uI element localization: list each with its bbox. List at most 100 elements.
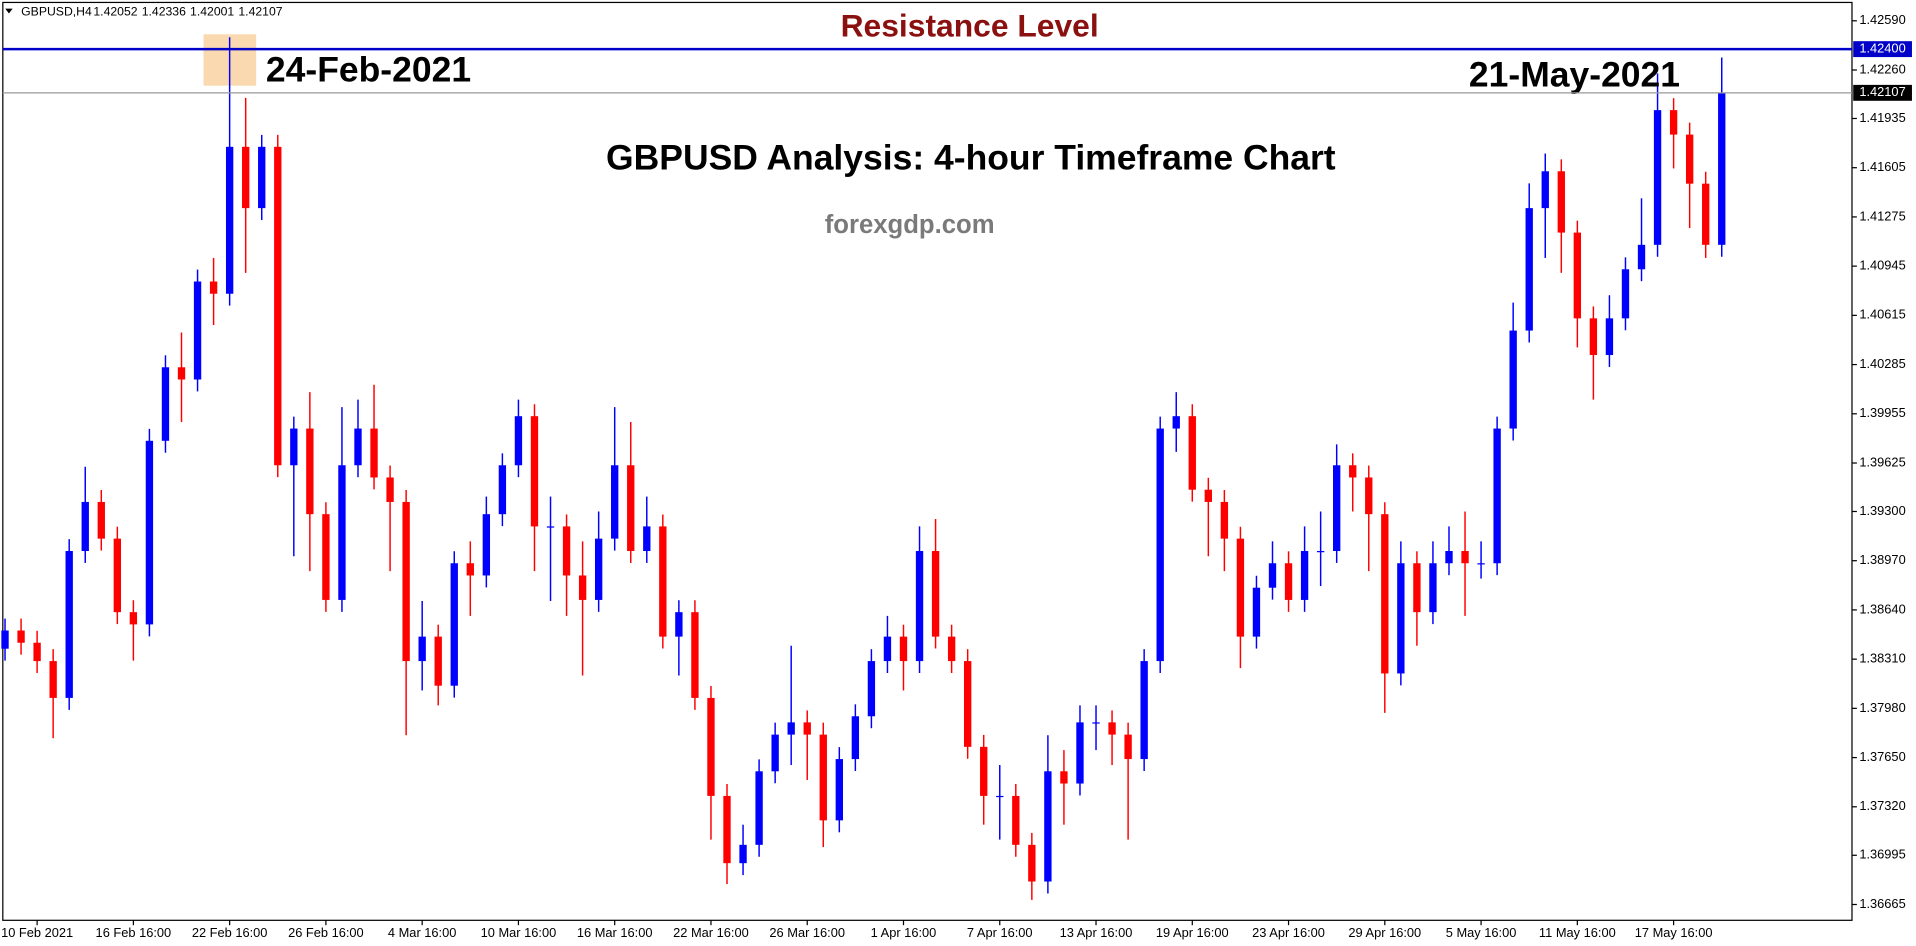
candle-body	[161, 367, 170, 441]
candle-body	[819, 734, 827, 821]
x-tick-label: 1 Apr 16:00	[871, 925, 937, 940]
candle-body	[1268, 563, 1277, 588]
candle-body	[851, 716, 860, 760]
ohlc-value: 1.42001	[190, 4, 234, 18]
candle-body	[787, 722, 795, 735]
y-tick-label: 1.38310	[1859, 651, 1905, 666]
candle-body	[1124, 734, 1132, 760]
candle-body	[145, 440, 154, 625]
candle-body	[1140, 661, 1148, 760]
candle-body	[1525, 208, 1533, 331]
candle-body	[482, 514, 491, 576]
candle-body	[1605, 318, 1614, 356]
x-tick-label: 26 Mar 16:00	[769, 925, 845, 940]
candle-body	[1621, 269, 1630, 319]
ohlc-value: 1.42052	[93, 4, 137, 18]
x-tick-label: 4 Mar 16:00	[388, 925, 456, 940]
candle-body	[1092, 722, 1100, 724]
candle-body	[1702, 183, 1710, 245]
candle-body	[980, 746, 988, 796]
candle-body	[1316, 551, 1325, 553]
x-tick-label: 26 Feb 16:00	[288, 925, 364, 940]
candle-body	[258, 146, 266, 209]
resistance-label-box	[1853, 41, 1912, 58]
x-tick-label: 11 May 16:00	[1539, 925, 1616, 940]
candle-body	[1541, 171, 1549, 209]
candle-body	[835, 759, 843, 821]
candle-body	[1220, 501, 1229, 539]
candle-body	[915, 551, 924, 662]
candle-body	[675, 612, 683, 637]
candle-body	[899, 636, 908, 662]
x-tick-label: 29 Apr 16:00	[1348, 925, 1421, 940]
candle-body	[242, 146, 250, 209]
candle-body	[81, 501, 89, 552]
candle-body	[530, 416, 539, 527]
resistance-label: 1.42400	[1859, 41, 1905, 56]
candle-body	[354, 428, 362, 466]
candle-body	[1413, 563, 1421, 613]
x-tick-label: 10 Feb 2021	[1, 925, 73, 940]
candle-body	[33, 642, 41, 662]
candle-body	[594, 538, 603, 600]
y-tick-label: 1.38970	[1859, 552, 1905, 567]
x-tick-label: 5 May 16:00	[1446, 925, 1517, 940]
candle-body	[611, 465, 619, 539]
y-tick-label: 1.39625	[1859, 454, 1905, 469]
candle-body	[402, 501, 410, 662]
candle-body	[1156, 428, 1164, 662]
candle-body	[1, 630, 9, 649]
y-tick-label: 1.40615	[1859, 307, 1905, 322]
candle-body	[1381, 514, 1389, 674]
candle-body	[514, 416, 523, 466]
menu-arrow	[5, 8, 13, 14]
candle-body	[1204, 489, 1213, 502]
x-tick-label: 7 Apr 16:00	[967, 925, 1033, 940]
candle-body	[386, 477, 394, 502]
annotation: 21-May-2021	[1469, 54, 1680, 94]
candle-body	[1108, 722, 1116, 735]
candle-body	[1365, 477, 1373, 515]
y-tick-label: 1.41935	[1859, 110, 1905, 125]
y-tick-label: 1.36665	[1859, 896, 1905, 911]
candle-body	[691, 612, 699, 698]
candle-body	[1589, 318, 1598, 356]
candle-body	[723, 795, 731, 864]
candle-body	[1509, 330, 1517, 429]
candle-body	[1044, 771, 1052, 882]
candle-body	[546, 526, 555, 528]
candle-body	[1637, 244, 1646, 270]
candle-body	[209, 281, 218, 294]
candle-body	[177, 367, 186, 380]
chart-title: GBPUSD Analysis: 4-hour Timeframe Chart	[606, 138, 1336, 178]
candle-body	[1188, 416, 1196, 490]
candle-body	[1653, 110, 1662, 245]
candle-body	[338, 465, 346, 600]
y-tick-label: 1.42590	[1859, 12, 1905, 27]
candle-body	[1012, 795, 1020, 845]
candle-body	[1397, 563, 1405, 674]
candle-body	[867, 661, 876, 717]
candle-body	[1076, 722, 1084, 784]
candle-body	[755, 771, 763, 845]
plot-frame	[2, 1, 1853, 921]
y-tick-label: 1.36995	[1859, 847, 1905, 862]
y-tick-label: 1.41275	[1859, 208, 1905, 223]
candle-body	[1060, 771, 1068, 784]
candle-body	[418, 636, 426, 662]
candle-body	[1284, 563, 1293, 600]
candle-body	[1557, 171, 1565, 233]
x-tick-label: 23 Apr 16:00	[1252, 925, 1325, 940]
candle-body	[306, 428, 314, 515]
candle-body	[17, 630, 25, 643]
candle-body	[1445, 551, 1453, 564]
annotation: Resistance Level	[841, 8, 1099, 44]
candle-body	[498, 465, 507, 515]
candle-body	[931, 551, 940, 637]
candle-body	[771, 734, 779, 772]
x-tick-label: 17 May 16:00	[1635, 925, 1713, 940]
candle-body	[1429, 563, 1437, 613]
ohlc-value: 1.42336	[142, 4, 186, 18]
